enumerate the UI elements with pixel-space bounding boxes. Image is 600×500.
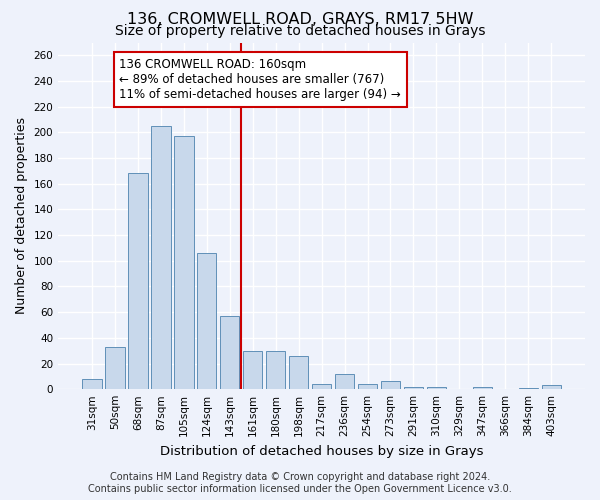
- Text: Contains HM Land Registry data © Crown copyright and database right 2024.
Contai: Contains HM Land Registry data © Crown c…: [88, 472, 512, 494]
- Text: 136, CROMWELL ROAD, GRAYS, RM17 5HW: 136, CROMWELL ROAD, GRAYS, RM17 5HW: [127, 12, 473, 28]
- X-axis label: Distribution of detached houses by size in Grays: Distribution of detached houses by size …: [160, 444, 484, 458]
- Bar: [381, 382, 400, 389]
- Bar: [518, 388, 538, 389]
- Bar: [151, 126, 170, 389]
- Bar: [335, 374, 355, 389]
- Bar: [542, 386, 561, 389]
- Bar: [220, 316, 239, 389]
- Bar: [473, 386, 492, 389]
- Bar: [82, 379, 101, 389]
- Bar: [105, 347, 125, 389]
- Bar: [358, 384, 377, 389]
- Y-axis label: Number of detached properties: Number of detached properties: [15, 118, 28, 314]
- Bar: [174, 136, 194, 389]
- Bar: [427, 386, 446, 389]
- Bar: [128, 174, 148, 389]
- Bar: [404, 386, 423, 389]
- Bar: [243, 350, 262, 389]
- Bar: [266, 350, 286, 389]
- Bar: [289, 356, 308, 389]
- Text: Size of property relative to detached houses in Grays: Size of property relative to detached ho…: [115, 24, 485, 38]
- Bar: [197, 253, 217, 389]
- Bar: [312, 384, 331, 389]
- Text: 136 CROMWELL ROAD: 160sqm
← 89% of detached houses are smaller (767)
11% of semi: 136 CROMWELL ROAD: 160sqm ← 89% of detac…: [119, 58, 401, 101]
